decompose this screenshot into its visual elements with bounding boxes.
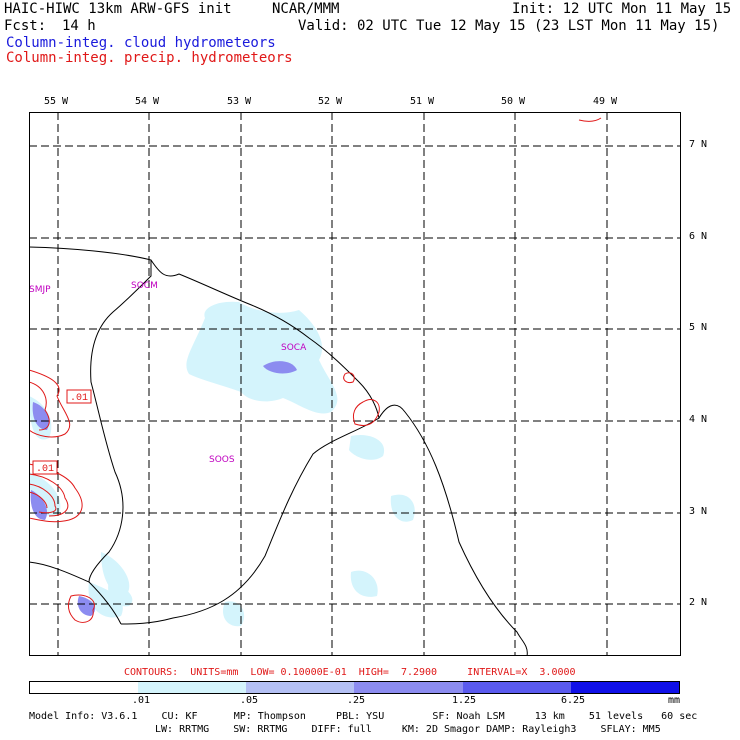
station-label: SMJP	[29, 285, 51, 295]
forecast-hour: 14 h	[62, 18, 96, 34]
lat-label: 6 N	[689, 231, 708, 242]
lon-label: 49 W	[593, 96, 618, 107]
contour-value-label: .01	[70, 393, 88, 404]
agency-label: NCAR/MMM	[272, 1, 340, 17]
colorbar-label: .25	[347, 695, 366, 706]
contours-info: CONTOURS: UNITS=mm LOW= 0.10000E-01 HIGH…	[124, 667, 576, 678]
valid-time: Valid: 02 UTC Tue 12 May 15 (23 LST Mon …	[298, 18, 720, 34]
colorbar-label: .05	[240, 695, 259, 706]
init-time: Init: 12 UTC Mon 11 May 15	[512, 1, 732, 17]
contour-value-label: .01	[36, 464, 54, 475]
plot-title: HAIC-HIWC 13km ARW-GFS init	[4, 1, 232, 17]
station-label: SOOS	[209, 455, 235, 465]
lon-label: 55 W	[44, 96, 69, 107]
colorbar-label: 1.25	[452, 695, 477, 706]
colorbar-unit: mm	[668, 695, 681, 706]
lon-label: 54 W	[135, 96, 160, 107]
colorbar-label: 6.25	[561, 695, 586, 706]
station-labels: SMJP SOCM SOCA SOOS	[29, 281, 307, 465]
colorbar-label: .01	[132, 695, 151, 706]
model-info-line1: Model Info: V3.6.1 CU: KF MP: Thompson P…	[29, 711, 698, 722]
station-label: SOCM	[131, 281, 158, 291]
lon-label: 53 W	[227, 96, 252, 107]
lon-label: 51 W	[410, 96, 435, 107]
coastline-borders	[29, 246, 528, 656]
lat-label: 7 N	[689, 139, 708, 150]
lat-lon-grid	[29, 112, 681, 656]
map-panel: .01 .01 SMJP SOCM SOCA SOOS	[29, 112, 681, 656]
contour-value-boxes: .01 .01	[32, 389, 92, 475]
colorbar	[29, 681, 680, 694]
lon-label: 50 W	[501, 96, 526, 107]
lat-label: 5 N	[689, 322, 708, 333]
lat-label: 3 N	[689, 506, 708, 517]
model-info-line2: LW: RRTMG SW: RRTMG DIFF: full KM: 2D Sm…	[155, 724, 661, 735]
station-label: SOCA	[281, 343, 307, 353]
lat-label: 2 N	[689, 597, 708, 608]
legend-precip-hydrometeors: Column-integ. precip. hydrometeors	[6, 50, 293, 66]
forecast-label: Fcst:	[4, 18, 47, 34]
map-frame	[29, 112, 681, 656]
lon-label: 52 W	[318, 96, 343, 107]
legend-cloud-hydrometeors: Column-integ. cloud hydrometeors	[6, 35, 276, 51]
lat-label: 4 N	[689, 414, 708, 425]
